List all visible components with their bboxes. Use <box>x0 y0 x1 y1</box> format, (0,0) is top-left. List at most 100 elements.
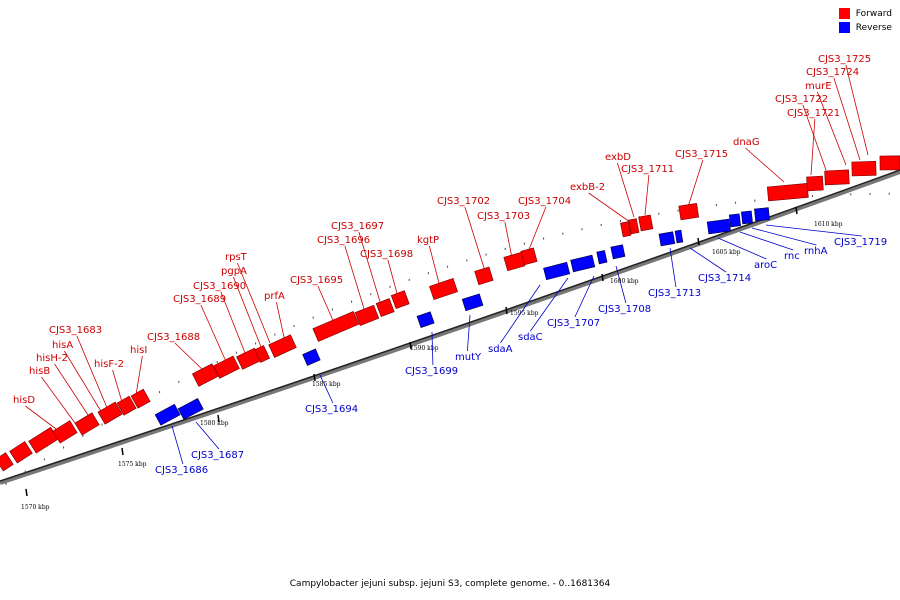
reverse-gene-block <box>154 403 181 426</box>
forward-leader-line <box>237 262 271 344</box>
forward-leader-line <box>464 206 486 272</box>
reverse-leader-line <box>574 275 595 318</box>
forward-leader-line <box>25 405 61 433</box>
gene-label-cjs3-1686: CJS3_1686 <box>155 465 208 476</box>
forward-leader-line <box>54 363 91 419</box>
forward-gene-block <box>824 169 850 186</box>
gene-label-cjs3-1702: CJS3_1702 <box>437 196 490 207</box>
forward-leader-line <box>41 376 76 424</box>
reverse-leader-line <box>467 314 471 352</box>
forward-leader-line <box>233 276 264 353</box>
forward-leader-line <box>588 192 631 223</box>
gene-label-hisd: hisD <box>13 395 35 406</box>
forward-gene-block <box>254 345 271 363</box>
forward-gene-block <box>0 452 14 472</box>
gene-label-mure: murE <box>805 81 832 92</box>
reverse-leader-line <box>669 247 677 288</box>
reverse-leader-line <box>717 237 767 260</box>
forward-gene-block <box>312 310 360 342</box>
gene-label-cjs3-1699: CJS3_1699 <box>405 366 458 377</box>
forward-swatch <box>838 8 850 19</box>
gene-label-muty: mutY <box>455 352 482 363</box>
forward-gene-block <box>9 441 33 464</box>
major-tick <box>697 237 700 246</box>
forward-leader-line <box>810 118 816 176</box>
forward-leader-line <box>429 245 441 288</box>
forward-gene-block <box>628 218 640 235</box>
forward-leader-line <box>833 77 861 161</box>
gene-label-cjs3-1725: CJS3_1725 <box>818 54 871 65</box>
forward-leader-line <box>200 304 229 367</box>
gene-label-cjs3-1697: CJS3_1697 <box>331 221 384 232</box>
reverse-gene-block <box>728 213 741 228</box>
gene-label-cjs3-1703: CJS3_1703 <box>477 211 530 222</box>
major-tick <box>121 447 124 456</box>
forward-leader-line <box>76 335 109 411</box>
forward-leader-line <box>617 162 635 218</box>
reverse-leader-line <box>195 421 220 450</box>
tick-label: 1605 kbp <box>712 249 741 256</box>
forward-gene-block <box>390 290 410 310</box>
reverse-gene-block <box>461 293 484 312</box>
gene-label-cjs3-1719: CJS3_1719 <box>834 237 887 248</box>
reverse-gene-block <box>741 210 753 225</box>
gene-label-rpst: rpsT <box>225 252 248 263</box>
reverse-gene-block <box>674 229 684 244</box>
reverse-gene-block <box>543 261 571 281</box>
reverse-leader-line <box>751 227 817 246</box>
gene-label-sdac: sdaC <box>518 332 543 343</box>
forward-gene-block <box>851 160 877 177</box>
major-tick <box>505 306 508 315</box>
gene-label-cjs3-1713: CJS3_1713 <box>648 288 701 299</box>
reverse-leader-line <box>739 231 794 251</box>
major-tick <box>409 341 412 350</box>
forward-gene-block <box>74 412 100 436</box>
gene-label-cjs3-1707: CJS3_1707 <box>547 318 600 329</box>
gene-label-hisf-2: hisF-2 <box>94 359 124 370</box>
reverse-leader-line <box>431 331 434 366</box>
forward-leader-line <box>845 64 869 156</box>
gene-label-cjs3-1721: CJS3_1721 <box>787 108 840 119</box>
gene-label-aroc: aroC <box>754 260 777 271</box>
tick-label: 1585 kbp <box>312 381 341 388</box>
major-tick <box>601 273 604 282</box>
forward-leader-line <box>174 342 206 373</box>
gene-label-hish-2: hisH-2 <box>36 353 68 364</box>
gene-label-exbd: exbD <box>605 152 631 163</box>
major-tick <box>313 373 316 382</box>
reverse-leader-line <box>171 425 184 465</box>
gene-label-prfa: prfA <box>264 291 285 302</box>
forward-gene-block <box>678 202 700 221</box>
forward-leader-line <box>802 104 827 171</box>
gene-label-sdaa: sdaA <box>488 344 513 355</box>
forward-gene-block <box>130 388 151 409</box>
reverse-gene-block <box>610 244 626 260</box>
gene-label-cjs3-1690: CJS3_1690 <box>193 281 246 292</box>
forward-leader-line <box>64 350 103 414</box>
forward-gene-block <box>638 214 654 232</box>
forward-leader-line <box>317 285 336 326</box>
tick-layer: 1570 kbp 1575 kbp 1580 kbp 1585 kbp 1590 kbp… <box>5 192 890 511</box>
gene-label-cjs3-1711: CJS3_1711 <box>621 164 674 175</box>
forward-leader-line <box>276 301 286 343</box>
forward-gene-block <box>354 304 380 326</box>
gene-label-cjs3-1696: CJS3_1696 <box>317 235 370 246</box>
forward-gene-block <box>52 420 78 444</box>
reverse-gene-block <box>706 218 731 235</box>
forward-gene-block <box>116 395 137 416</box>
forward-leader-line <box>687 159 704 208</box>
gene-label-cjs3-1698: CJS3_1698 <box>360 249 413 260</box>
reverse-gene-block <box>570 254 596 273</box>
gene-label-rnc: rnc <box>784 251 800 262</box>
major-tick <box>217 414 220 423</box>
major-tick <box>25 488 28 497</box>
reverse-leader-line <box>500 284 541 344</box>
forward-gene-block <box>474 266 494 286</box>
gene-label-rnha: rnhA <box>804 246 828 257</box>
forward-gene-block <box>268 334 297 358</box>
gene-label-hisa: hisA <box>52 340 73 351</box>
tick-label: 1570 kbp <box>21 504 50 511</box>
forward-leader-line <box>135 355 143 396</box>
forward-gene-block <box>213 355 240 379</box>
tick-label: 1610 kbp <box>814 221 843 228</box>
